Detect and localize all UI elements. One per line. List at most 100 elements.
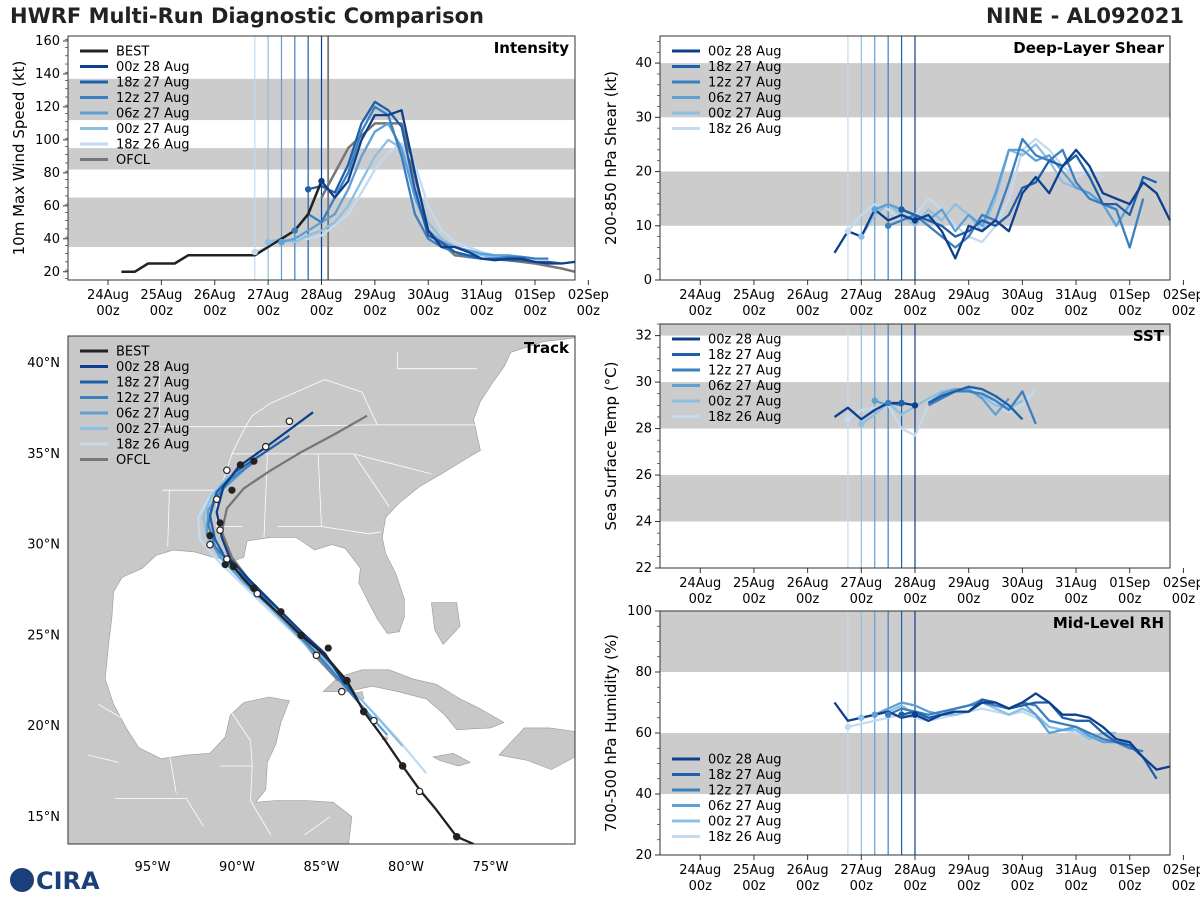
state-border — [324, 379, 378, 426]
best-track-marker — [297, 631, 306, 640]
rh-panel: 2040608010024Aug00z25Aug00z26Aug00z27Aug… — [602, 604, 1200, 894]
sst-xtick-label: 00z — [850, 592, 874, 607]
shear-ytick-label: 20 — [635, 165, 652, 180]
state-border — [321, 526, 381, 535]
intensity-xtick-label: 01Sep — [514, 288, 555, 303]
shear-xtick-label: 00z — [850, 304, 874, 319]
state-border — [304, 816, 331, 836]
rh-title: Mid-Level RH — [1053, 614, 1164, 632]
rh-xtick-label: 25Aug — [733, 863, 775, 878]
intensity-xtick-label: 31Aug — [461, 288, 503, 303]
track-position-marker — [236, 461, 244, 469]
best-track-marker — [229, 562, 238, 571]
rh-xtick-label: 30Aug — [1001, 863, 1043, 878]
track-position-marker — [277, 608, 285, 616]
intensity-xtick-label: 00z — [96, 304, 120, 319]
sst-marker-00z-28-aug — [911, 402, 919, 409]
forecast-track-marker — [337, 687, 346, 696]
track-ytick-label: 30°N — [27, 538, 60, 553]
intensity-panel: 2040608010012014016024Aug00z25Aug00z26Au… — [10, 34, 609, 319]
sst-xtick-label: 00z — [1011, 592, 1035, 607]
storm-name: NINE - AL092021 — [986, 4, 1184, 28]
state-border — [353, 453, 390, 507]
forecast-track-marker — [261, 442, 270, 451]
rh-ytick-label: 60 — [635, 726, 652, 741]
sst-xtick-label: 28Aug — [894, 576, 936, 591]
sst-series-18z-27-aug — [927, 385, 1024, 421]
intensity-xtick-label: 25Aug — [140, 288, 182, 303]
shear-series-18z-26-aug — [847, 137, 1104, 244]
shear-xtick-label: 29Aug — [948, 288, 990, 303]
intensity-marker-18z-26-aug — [251, 248, 258, 256]
intensity-xtick-label: 27Aug — [247, 288, 289, 303]
track-legend-label: 00z 28 Aug — [116, 360, 190, 375]
intensity-xtick-label: 00z — [417, 304, 441, 319]
state-border — [250, 800, 272, 836]
shear-xtick-label: 25Aug — [733, 288, 775, 303]
forecast-track-marker — [285, 417, 294, 426]
figure-title: HWRF Multi-Run Diagnostic Comparison — [10, 4, 485, 28]
intensity-xtick-label: 24Aug — [87, 288, 129, 303]
best-track-marker — [250, 584, 258, 592]
intensity-legend-label: 18z 27 Aug — [116, 76, 190, 91]
intensity-xtick-label: 26Aug — [194, 288, 236, 303]
state-border — [228, 707, 253, 767]
shear-panel: 01020304024Aug00z25Aug00z26Aug00z27Aug00… — [602, 35, 1200, 319]
intensity-ylabel: 10m Max Wind Speed (kt) — [10, 61, 28, 256]
best-track-marker — [398, 762, 407, 770]
intensity-xtick-label: 00z — [363, 304, 387, 319]
track-position-marker — [216, 519, 224, 527]
intensity-legend-label: 18z 26 Aug — [116, 138, 190, 153]
rh-ytick-label: 80 — [635, 665, 652, 680]
intensity-xtick-label: 00z — [256, 304, 280, 319]
rh-xtick-label: 28Aug — [894, 863, 936, 878]
best-track-marker — [343, 676, 351, 685]
track-legend-label: 18z 26 Aug — [116, 438, 190, 453]
land-north-america — [68, 336, 575, 844]
sst-xtick-label: 00z — [689, 592, 713, 607]
rh-xtick-label: 00z — [689, 879, 713, 894]
track-ytick-label: 20°N — [27, 719, 60, 734]
sst-legend-label: 18z 27 Aug — [708, 348, 782, 363]
shear-ytick-label: 30 — [635, 110, 652, 125]
intensity-series-00z-28-aug — [320, 109, 576, 265]
intensity-marker-18z-27-aug — [304, 186, 312, 193]
shear-series-12z-27-aug — [887, 137, 1145, 249]
track-ytick-label: 15°N — [27, 810, 60, 825]
track-ytick-label: 35°N — [27, 447, 60, 462]
rh-xtick-label: 00z — [796, 879, 820, 894]
land-hispaniola — [498, 727, 575, 770]
sst-xtick-label: 00z — [1172, 592, 1196, 607]
sst-xtick-label: 00z — [796, 592, 820, 607]
rh-xtick-label: 26Aug — [787, 863, 829, 878]
shear-xtick-label: 00z — [1064, 304, 1088, 319]
track-ytick-label: 40°N — [27, 356, 60, 371]
rh-xtick-label: 00z — [850, 879, 874, 894]
rh-legend-label: 00z 28 Aug — [708, 753, 782, 768]
track-frame — [67, 335, 576, 845]
rh-xtick-label: 27Aug — [840, 863, 882, 878]
sst-marker-12z-27-aug — [884, 399, 892, 407]
rh-legend-label: 12z 27 Aug — [708, 784, 782, 799]
shear-legend-label: 00z 27 Aug — [708, 107, 782, 122]
track-xtick-label: 85°W — [304, 860, 340, 875]
shear-xtick-label: 02Sep — [1163, 288, 1200, 303]
track-xtick-label: 75°W — [473, 860, 509, 875]
rh-xtick-label: 00z — [1011, 879, 1035, 894]
intensity-legend-label: 06z 27 Aug — [116, 107, 190, 122]
intensity-ytick-label: 120 — [35, 100, 60, 115]
sst-legend-label: 18z 26 Aug — [708, 410, 782, 425]
rh-legend-label: 00z 27 Aug — [708, 815, 782, 830]
land-cuba — [322, 669, 505, 731]
intensity-xtick-label: 00z — [150, 304, 174, 319]
sst-xtick-label: 00z — [957, 592, 981, 607]
sst-xtick-label: 24Aug — [679, 576, 721, 591]
track-legend-label: 12z 27 Aug — [116, 391, 190, 406]
sst-ylabel: Sea Surface Temp (°C) — [602, 361, 620, 530]
state-border — [219, 426, 246, 491]
state-border — [169, 753, 177, 794]
shear-ytick-label: 10 — [635, 219, 652, 234]
sst-marker-06z-27-aug — [871, 397, 878, 404]
sst-xtick-label: 02Sep — [1163, 576, 1200, 591]
